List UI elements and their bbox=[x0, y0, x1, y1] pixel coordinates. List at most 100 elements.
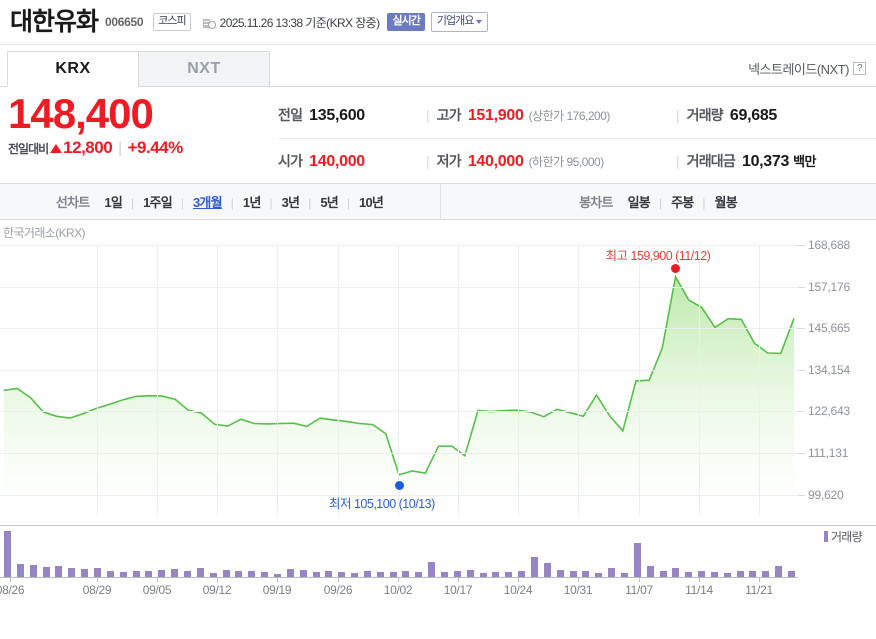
gridline-vertical bbox=[338, 245, 339, 515]
volume-bar bbox=[4, 531, 11, 577]
y-axis-tick bbox=[798, 411, 805, 413]
volume-bar bbox=[466, 570, 474, 577]
stock-code: 006650 bbox=[105, 15, 144, 29]
company-summary-button[interactable]: 기업개요 bbox=[430, 11, 489, 33]
line-period-option-2[interactable]: 1주일 bbox=[143, 194, 173, 210]
divider: | bbox=[658, 195, 663, 210]
page-header: 대한유화 006650 코스피 2025.11.26 13:38 기준(KRX … bbox=[0, 0, 876, 45]
gridline-horizontal bbox=[0, 453, 798, 455]
volume-bar bbox=[158, 570, 166, 577]
page-title: 대한유화 bbox=[10, 7, 99, 36]
tab-krx[interactable]: KRX bbox=[7, 51, 139, 87]
volume-bar bbox=[81, 569, 89, 577]
volume-bar bbox=[595, 572, 603, 577]
volume-bar bbox=[235, 571, 243, 577]
volume-bar bbox=[453, 570, 461, 577]
volume-bar bbox=[788, 570, 795, 577]
question-icon[interactable]: ? bbox=[853, 62, 866, 75]
volume-bar bbox=[16, 563, 24, 577]
x-axis-tick bbox=[97, 578, 98, 582]
x-axis-label: 08/26 bbox=[0, 583, 25, 597]
volume-bar bbox=[402, 571, 410, 577]
volume-bar bbox=[672, 568, 680, 577]
volume-legend: 거래량 bbox=[823, 528, 863, 545]
volume-swatch-icon bbox=[823, 531, 828, 542]
current-price-block: 148,400 전일대비 12,800 | +9.44% bbox=[0, 90, 278, 183]
price-detail-row: 시가 140,000 | 저가 140,000 (하한가 95,000) | 거… bbox=[278, 139, 876, 184]
high-marker-label: 최고 159,900 (11/12) bbox=[605, 248, 711, 263]
chevron-down-icon bbox=[476, 19, 483, 24]
line-period-option-4[interactable]: 1년 bbox=[242, 194, 261, 210]
divider: | bbox=[702, 195, 706, 210]
low-marker-dot bbox=[394, 480, 404, 490]
realtime-badge[interactable]: 실시간 bbox=[387, 12, 425, 32]
candle-period-option-2[interactable]: 주봉 bbox=[671, 194, 694, 210]
price-plot[interactable]: 최고 159,900 (11/12) 최저 105,100 (10/13) bbox=[0, 245, 798, 515]
arrow-up-icon bbox=[50, 143, 63, 153]
line-period-option-6[interactable]: 5년 bbox=[320, 194, 338, 210]
x-axis-tick bbox=[338, 578, 339, 582]
divider: | bbox=[130, 195, 135, 210]
timestamp-group: 2025.11.26 13:38 기준(KRX 장중) bbox=[202, 14, 380, 31]
x-axis-label: 10/17 bbox=[443, 583, 473, 597]
volume-bar bbox=[441, 571, 448, 577]
volume-bar bbox=[479, 573, 487, 577]
line-period-option-3[interactable]: 3개월 bbox=[193, 194, 223, 210]
y-axis-label: 111,131 bbox=[808, 446, 849, 461]
candle-period-option-1[interactable]: 일봉 bbox=[627, 194, 651, 210]
gridline-horizontal bbox=[0, 411, 798, 413]
line-period-option-7[interactable]: 10년 bbox=[359, 194, 384, 210]
y-axis-label: 168,688 bbox=[808, 238, 850, 252]
x-axis-label: 09/12 bbox=[202, 583, 232, 597]
volume-bar bbox=[325, 571, 333, 577]
cell-value: 10,373 bbox=[741, 152, 790, 170]
volume-bar bbox=[299, 570, 307, 577]
chart-source-caption: 한국거래소(KRX) bbox=[3, 226, 85, 240]
volume-bar bbox=[363, 571, 371, 577]
line-period-option-5[interactable]: 3년 bbox=[281, 194, 300, 210]
candle-period-option-3[interactable]: 월봉 bbox=[714, 194, 738, 210]
divider: | bbox=[230, 195, 234, 210]
candle-chart-label: 봉차트 bbox=[579, 195, 613, 210]
cell-value: 135,600 bbox=[309, 107, 365, 125]
volume-bar bbox=[736, 571, 744, 577]
volume-bar bbox=[196, 568, 204, 577]
x-axis: 08/26 08/29 09/05 09/12 09/19 09/26 10/02 10/17… bbox=[0, 578, 798, 602]
market-tabs: KRX NXT bbox=[7, 51, 270, 87]
volume-bar bbox=[145, 570, 153, 577]
volume-bar bbox=[68, 568, 76, 577]
x-axis-tick bbox=[277, 578, 278, 582]
volume-bar bbox=[55, 565, 63, 577]
gridline-vertical bbox=[217, 245, 218, 515]
volume-bar bbox=[29, 564, 37, 577]
volume-bar bbox=[633, 542, 641, 577]
current-price: 148,400 bbox=[8, 90, 154, 137]
line-period-option-1[interactable]: 1일 bbox=[104, 194, 122, 210]
price-change-block: 전일대비 12,800 | +9.44% bbox=[8, 138, 278, 158]
y-axis-tick bbox=[798, 453, 805, 455]
y-axis-label: 134,154 bbox=[808, 362, 850, 377]
cell-label: 시가 bbox=[278, 152, 303, 169]
gridline-vertical bbox=[759, 245, 760, 515]
gridline-vertical bbox=[458, 245, 459, 515]
line-chart-options: 선차트 1일 | 1주일 | 3개월 | 1년 | 3년 | 5년 | 10년 bbox=[0, 184, 441, 219]
gridline-vertical bbox=[157, 245, 158, 515]
price-change-value: 12,800 bbox=[63, 137, 113, 157]
volume-bar bbox=[132, 571, 140, 577]
tab-nxt[interactable]: NXT bbox=[138, 51, 270, 87]
volume-bar bbox=[620, 573, 628, 577]
y-axis-tick bbox=[798, 245, 805, 246]
cell-value: 140,000 bbox=[309, 152, 365, 170]
x-axis-label: 11/07 bbox=[625, 583, 653, 597]
high-marker-dot bbox=[671, 263, 680, 273]
volume-bar bbox=[286, 569, 294, 577]
volume-bar bbox=[106, 571, 114, 577]
cell-label: 전일 bbox=[278, 107, 303, 124]
price-detail-row: 전일 135,600 | 고가 151,900 (상한가 176,200) | … bbox=[278, 93, 876, 139]
volume-plot[interactable] bbox=[0, 529, 798, 577]
divider: | bbox=[346, 195, 351, 210]
volume-bar bbox=[312, 572, 320, 577]
cell-label: 고가 bbox=[436, 107, 462, 124]
gridline-vertical bbox=[639, 245, 640, 515]
y-axis-label: 145,665 bbox=[808, 321, 850, 336]
